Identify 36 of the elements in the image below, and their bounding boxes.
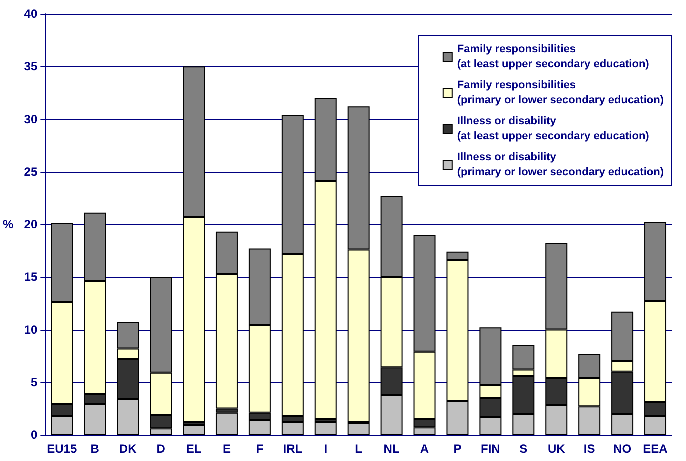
y-tick-label: 20 — [24, 218, 38, 232]
x-tick-label: DK — [119, 442, 138, 456]
bar — [314, 422, 337, 435]
x-tick-label: I — [324, 442, 328, 456]
y-tick-label: 30 — [24, 112, 38, 126]
y-tick-label: 35 — [24, 60, 38, 74]
x-tick-label: NL — [384, 442, 400, 456]
y-axis-title: % — [3, 218, 14, 232]
x-tick-label: F — [256, 442, 264, 456]
x-tick-label: EU15 — [47, 442, 78, 456]
legend-label: Illness or disability (primary or lower secondary education) — [457, 152, 664, 178]
bar — [216, 412, 238, 435]
x-tick-label: L — [355, 442, 363, 456]
legend-label: Family responsibilities (primary or lower secondary education) — [457, 80, 664, 106]
x-tick-label: B — [90, 442, 100, 456]
x-tick-label: IS — [584, 442, 596, 456]
bar — [183, 426, 206, 435]
x-tick-label: EEA — [643, 442, 668, 456]
legend-label: Family responsibilities (at least upper secondary education) — [457, 44, 650, 70]
x-tick-label: EL — [186, 442, 202, 456]
x-tick-label: E — [222, 442, 231, 456]
x-tick-label: IRL — [283, 442, 303, 456]
y-tick-label: 25 — [24, 164, 38, 179]
y-tick-label: 5 — [30, 375, 38, 390]
x-tick-label: P — [454, 442, 462, 456]
legend-label: Illness or disability (at least upper secondary education) — [457, 116, 650, 142]
y-tick-label: 10 — [24, 322, 38, 337]
x-tick-label: FIN — [481, 442, 500, 456]
x-tick-label: S — [520, 442, 528, 456]
x-tick-label: A — [420, 442, 430, 456]
y-tick-label: 40 — [24, 7, 38, 21]
x-tick-label: UK — [548, 442, 566, 456]
y-tick-label: 0 — [30, 428, 38, 442]
x-tick-label: D — [156, 442, 166, 456]
y-tick-label: 15 — [24, 270, 38, 284]
x-tick-label: NO — [614, 442, 632, 456]
